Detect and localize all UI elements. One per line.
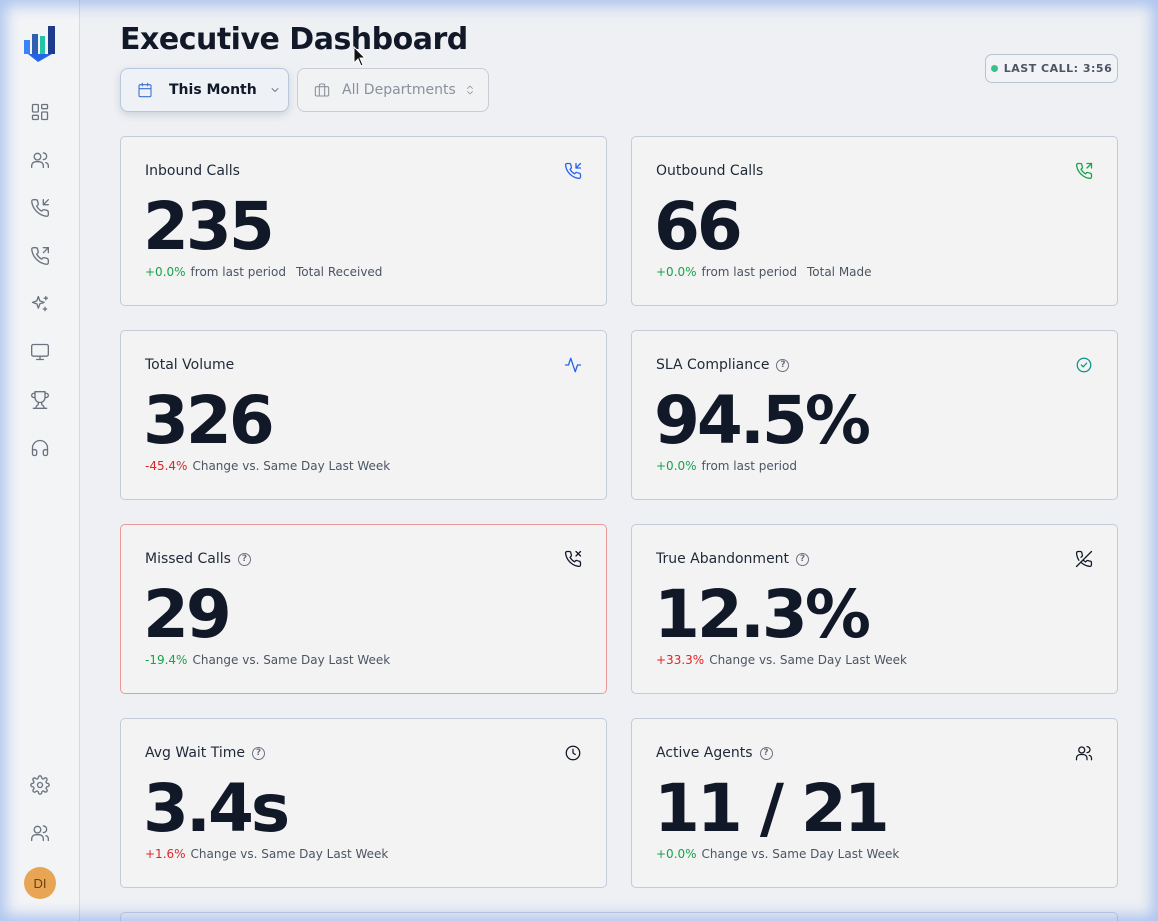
card-label: Active Agents <box>656 745 753 761</box>
app-logo[interactable] <box>24 26 56 62</box>
change-percent: +0.0% <box>656 265 697 279</box>
department-filter-label: All Departments <box>342 82 456 98</box>
metric-value: 12.3% <box>654 576 871 653</box>
phone-missed-icon <box>564 550 584 570</box>
metric-value: 66 <box>654 188 743 265</box>
change-text: Change vs. Same Day Last Week <box>192 653 391 667</box>
change-percent: +0.0% <box>656 847 697 861</box>
change-text: Change vs. Same Day Last Week <box>701 847 900 861</box>
metric-value: 326 <box>143 382 275 459</box>
trophy-icon[interactable] <box>28 388 52 412</box>
metric-card-true-abandonment[interactable]: True Abandonment ? 12.3% +33.3% Change v… <box>631 524 1118 694</box>
activity-icon <box>564 356 584 376</box>
metric-card-inbound-calls[interactable]: Inbound Calls 235 +0.0% from last period… <box>120 136 607 306</box>
status-dot <box>990 65 998 72</box>
change-percent: +0.0% <box>145 265 186 279</box>
inbound-call-icon[interactable] <box>28 196 52 220</box>
change-percent: +1.6% <box>145 847 186 861</box>
dashboard-icon[interactable] <box>28 100 52 124</box>
period-filter-button[interactable]: This Month <box>120 68 289 112</box>
metric-note: Total Made <box>806 265 872 279</box>
change-percent: -19.4% <box>145 653 188 667</box>
card-label: Inbound Calls <box>145 163 240 179</box>
department-filter-select[interactable]: All Departments <box>297 68 489 112</box>
users-icon[interactable] <box>28 148 52 172</box>
change-percent: +33.3% <box>656 653 705 667</box>
headset-icon[interactable] <box>28 436 52 460</box>
mouse-cursor-icon <box>353 45 367 68</box>
card-label: Outbound Calls <box>656 163 764 179</box>
help-icon[interactable]: ? <box>759 746 773 760</box>
change-percent: +0.0% <box>656 459 697 473</box>
calendar-icon <box>137 82 153 98</box>
next-section-card <box>120 912 1118 921</box>
metric-card-missed-calls[interactable]: Missed Calls ? 29 -19.4% Change vs. Same… <box>120 524 607 694</box>
help-icon[interactable]: ? <box>237 552 251 566</box>
card-label: Avg Wait Time <box>145 745 245 761</box>
card-label: SLA Compliance <box>656 357 770 373</box>
phone-off-icon <box>1075 550 1095 570</box>
monitor-icon[interactable] <box>28 340 52 364</box>
change-percent: -45.4% <box>145 459 188 473</box>
last-call-text: LAST CALL: 3:56 <box>1003 62 1113 75</box>
change-text: from last period <box>701 265 797 279</box>
card-label: True Abandonment <box>656 551 790 567</box>
team-icon[interactable] <box>28 821 52 845</box>
ai-sparkle-icon[interactable] <box>28 292 52 316</box>
change-text: from last period <box>701 459 797 473</box>
phone-outgoing-icon <box>1075 162 1095 182</box>
clock-icon <box>564 744 584 764</box>
metric-card-active-agents[interactable]: Active Agents ? 11 / 21 +0.0% Change vs.… <box>631 718 1118 888</box>
help-icon[interactable]: ? <box>252 746 265 760</box>
change-text: from last period <box>190 265 286 279</box>
metric-value: 3.4s <box>143 770 290 847</box>
chevron-down-icon <box>269 84 281 96</box>
help-icon[interactable]: ? <box>776 358 790 372</box>
page-title: Executive Dashboard <box>120 22 468 57</box>
change-text: Change vs. Same Day Last Week <box>192 459 391 473</box>
period-filter-label: This Month <box>169 82 257 98</box>
outbound-call-icon[interactable] <box>28 244 52 268</box>
chevrons-up-down-icon <box>464 83 476 97</box>
metric-note: Total Received <box>295 265 383 279</box>
metric-value: 94.5% <box>654 382 871 459</box>
metric-value: 11 / 21 <box>654 770 890 847</box>
metric-card-outbound-calls[interactable]: Outbound Calls 66 +0.0% from last period… <box>631 136 1118 306</box>
change-text: Change vs. Same Day Last Week <box>709 653 907 667</box>
last-call-badge: LAST CALL: 3:56 <box>985 54 1118 83</box>
metric-value: 235 <box>143 188 275 265</box>
settings-icon[interactable] <box>28 773 52 797</box>
phone-incoming-icon <box>564 162 584 182</box>
metric-card-avg-wait-time[interactable]: Avg Wait Time ? 3.4s +1.6% Change vs. Sa… <box>120 718 607 888</box>
sidebar: DI <box>0 0 80 921</box>
card-label: Total Volume <box>145 357 235 373</box>
metric-card-total-volume[interactable]: Total Volume 326 -45.4% Change vs. Same … <box>120 330 607 500</box>
check-circle-icon <box>1075 356 1095 376</box>
change-text: Change vs. Same Day Last Week <box>190 847 389 861</box>
briefcase-icon <box>314 82 330 98</box>
help-icon[interactable]: ? <box>796 552 810 566</box>
users-icon <box>1075 744 1095 764</box>
metric-value: 29 <box>143 576 232 653</box>
user-avatar[interactable]: DI <box>24 867 56 899</box>
card-label: Missed Calls <box>145 551 231 567</box>
metric-card-sla-compliance[interactable]: SLA Compliance ? 94.5% +0.0% from last p… <box>631 330 1118 500</box>
